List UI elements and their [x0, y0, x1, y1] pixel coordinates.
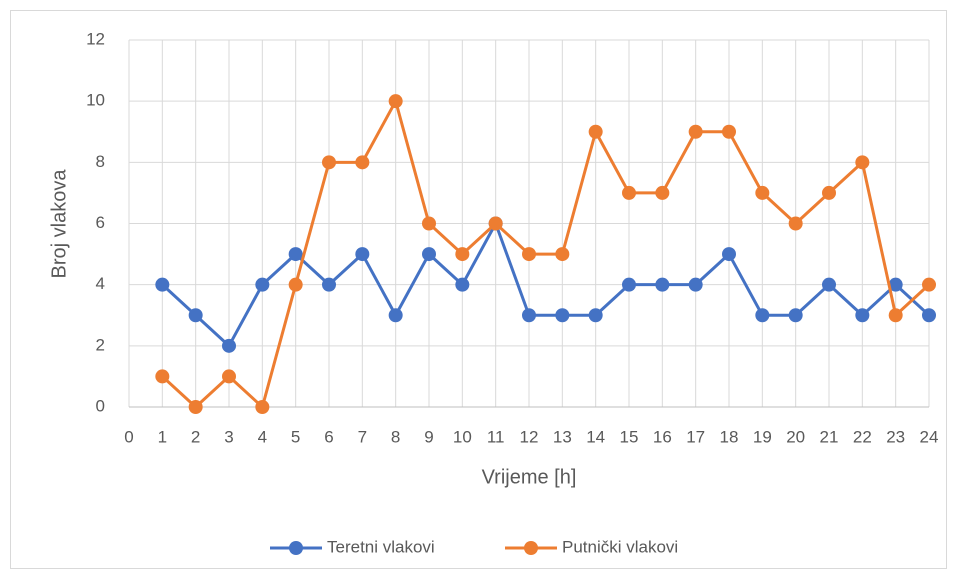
- series-line: [161, 222, 931, 348]
- x-tick-label: 13: [553, 427, 572, 446]
- point: [522, 247, 536, 262]
- legend-label: Putnički vlakovi: [562, 537, 678, 556]
- point: [588, 124, 603, 139]
- point: [688, 277, 703, 292]
- y-tick-label: 2: [96, 335, 105, 354]
- point: [322, 155, 336, 170]
- point: [155, 369, 170, 384]
- point: [588, 308, 603, 323]
- point: [722, 247, 736, 262]
- point: [355, 155, 370, 170]
- x-tick-label: 18: [720, 427, 739, 446]
- point: [722, 124, 736, 139]
- x-tick-label: 0: [124, 427, 133, 446]
- point: [855, 155, 870, 170]
- point: [388, 94, 403, 109]
- x-tick-label: 9: [424, 427, 433, 446]
- series-line: [161, 99, 931, 409]
- x-tick-label: 22: [853, 427, 872, 446]
- point: [888, 308, 903, 323]
- x-tick-label: 16: [653, 427, 672, 446]
- point: [355, 247, 370, 262]
- point: [922, 308, 936, 323]
- x-axis-title: Vrijeme [h]: [482, 466, 577, 488]
- y-tick-label: 0: [96, 396, 105, 415]
- x-tick-label: 20: [786, 427, 805, 446]
- point: [655, 185, 670, 200]
- point: [922, 277, 936, 292]
- x-tick-label: 14: [586, 427, 605, 446]
- point: [655, 277, 670, 292]
- y-tick-label: 12: [86, 29, 105, 48]
- point: [788, 308, 803, 323]
- point: [422, 247, 436, 262]
- point: [555, 247, 570, 262]
- point: [488, 216, 503, 231]
- x-tick-label: 12: [520, 427, 539, 446]
- x-tick-label: 17: [686, 427, 705, 446]
- x-tick-label: 7: [358, 427, 367, 446]
- x-tick-label: 21: [820, 427, 839, 446]
- y-tick-label: 8: [96, 152, 105, 171]
- legend-label: Teretni vlakovi: [327, 537, 435, 556]
- point: [622, 277, 636, 292]
- legend-marker: [524, 541, 538, 555]
- x-tick-label: 2: [191, 427, 200, 446]
- point: [422, 216, 436, 231]
- x-tick-label: 24: [920, 427, 939, 446]
- chart-border: [10, 10, 947, 569]
- y-tick-label: 6: [96, 213, 105, 232]
- point: [188, 400, 203, 414]
- point: [822, 277, 836, 292]
- x-tick-label: 1: [158, 427, 167, 446]
- point: [755, 308, 770, 323]
- point: [522, 308, 536, 323]
- point: [822, 185, 836, 200]
- point: [322, 277, 336, 292]
- point: [222, 338, 236, 353]
- y-tick-label: 10: [86, 91, 105, 110]
- y-tick-label: 4: [96, 274, 105, 293]
- x-tick-label: 4: [258, 427, 267, 446]
- point: [188, 308, 203, 323]
- x-tick-label: 6: [324, 427, 333, 446]
- x-tick-label: 15: [620, 427, 639, 446]
- legend-marker: [289, 541, 303, 555]
- x-tick-label: 11: [487, 427, 505, 446]
- point: [855, 308, 870, 323]
- x-tick-label: 3: [224, 427, 233, 446]
- x-tick-label: 23: [886, 427, 905, 446]
- point: [688, 124, 703, 139]
- y-axis-title: Broj vlakova: [48, 169, 70, 279]
- point: [622, 185, 636, 200]
- x-tick-label: 10: [453, 427, 472, 446]
- point: [455, 247, 470, 262]
- x-tick-label: 8: [391, 427, 400, 446]
- point: [555, 308, 570, 323]
- point: [288, 247, 303, 262]
- point: [255, 277, 270, 292]
- point: [788, 216, 803, 231]
- x-tick-label: 19: [753, 427, 772, 446]
- point: [155, 277, 170, 292]
- point: [888, 277, 903, 292]
- point: [755, 185, 770, 200]
- point: [222, 369, 236, 384]
- x-tick-label: 5: [291, 427, 300, 446]
- point: [255, 400, 270, 414]
- point: [288, 277, 303, 292]
- point: [455, 277, 470, 292]
- point: [388, 308, 403, 323]
